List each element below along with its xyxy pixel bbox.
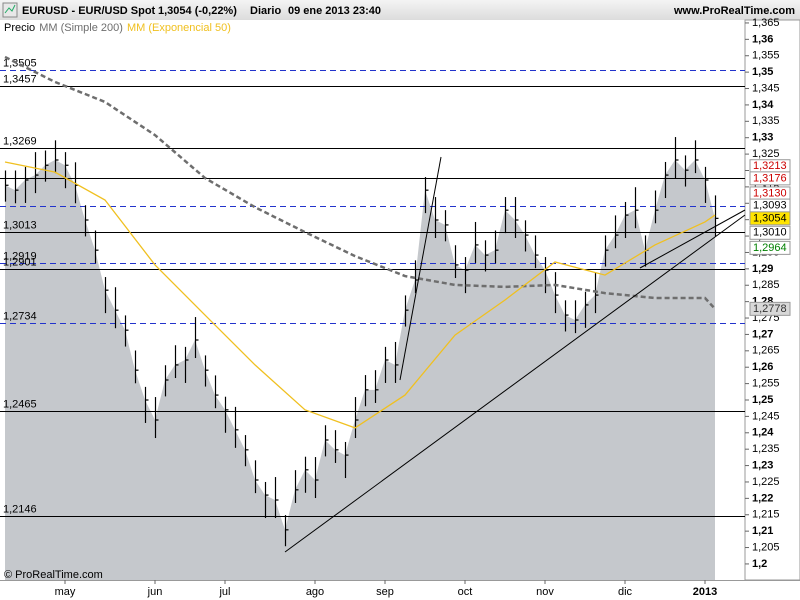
y-tick-label: 1,27 xyxy=(752,328,773,340)
y-tick-label: 1,355 xyxy=(752,50,780,62)
price-box-label: 1,3010 xyxy=(753,227,787,239)
price-box xyxy=(749,211,791,226)
y-tick-label: 1,205 xyxy=(752,541,780,553)
legend-entry: MM (Simple 200) xyxy=(39,22,123,34)
y-tick-label: 1,23 xyxy=(752,459,773,471)
trendline xyxy=(284,214,746,553)
level-label: 1,2901 xyxy=(3,256,37,268)
menu-icon[interactable] xyxy=(2,2,18,18)
legend-price: Precio xyxy=(4,22,35,34)
level-label: 1,2734 xyxy=(3,310,37,322)
y-tick-label: 1,325 xyxy=(752,148,780,160)
datetime: 09 ene 2013 23:40 xyxy=(288,5,381,17)
y-tick-label: 1,345 xyxy=(752,82,780,94)
price-box xyxy=(749,225,791,240)
price-box-label: 1,2778 xyxy=(753,303,787,315)
price-box xyxy=(749,171,791,186)
y-tick-label: 1,235 xyxy=(752,443,780,455)
y-tick-label: 1,335 xyxy=(752,115,780,127)
plot-area: 1,35051,34571,32691,30131,29191,29011,27… xyxy=(0,55,745,580)
overlay: may jun jul ago sep oct nov dic 2013 1,2 1,205 1,21… xyxy=(55,17,791,598)
x-tick-label: ago xyxy=(306,586,324,598)
y-tick-label: 1,265 xyxy=(752,345,780,357)
price-box xyxy=(749,240,791,255)
period: Diario xyxy=(250,5,281,17)
legend-entry: MM (Exponencial 50) xyxy=(127,22,231,34)
trendline xyxy=(639,209,746,269)
y-tick-label: 1,255 xyxy=(752,378,780,390)
y-tick-label: 1,225 xyxy=(752,476,780,488)
y-tick-label: 1,215 xyxy=(752,509,780,521)
price-box-label: 1,3130 xyxy=(753,187,787,199)
icon-glyph xyxy=(4,4,16,14)
header-bar xyxy=(0,0,800,20)
price-box-label: 1,3054 xyxy=(753,212,787,224)
trendline xyxy=(399,156,442,381)
y-tick-label: 1,24 xyxy=(752,427,774,439)
level-label: 1,3013 xyxy=(3,219,37,231)
trendlines xyxy=(284,156,746,553)
copyright: © ProRealTime.com xyxy=(4,569,103,581)
price-box-label: 1,3213 xyxy=(753,160,787,172)
x-tick-label: 2013 xyxy=(693,586,717,598)
y-tick-label: 1,35 xyxy=(752,66,773,78)
y-tick-label: 1,29 xyxy=(752,263,773,275)
level-label: 1,2919 xyxy=(3,250,37,262)
price-box-label: 1,2964 xyxy=(753,242,787,254)
x-tick-label: dic xyxy=(618,586,633,598)
x-tick-label: jul xyxy=(218,586,230,598)
level-label: 1,2465 xyxy=(3,398,37,410)
y-tick-label: 1,34 xyxy=(752,99,774,111)
y-tick-label: 1,2 xyxy=(752,558,767,570)
x-tick-label: sep xyxy=(376,586,394,598)
price-box xyxy=(749,301,791,316)
y-tick-label: 1,25 xyxy=(752,394,773,406)
last-price: 1,3054 (-0,22%) xyxy=(158,5,237,17)
level-label: 1,3269 xyxy=(3,135,37,147)
y-tick-label: 1,26 xyxy=(752,361,773,373)
price-box-label: 1,3093 xyxy=(753,199,787,211)
x-tick-label: may xyxy=(55,586,76,598)
y-tick-label: 1,285 xyxy=(752,279,780,291)
y-tick-label: 1,33 xyxy=(752,132,773,144)
y-tick-label: 1,22 xyxy=(752,492,773,504)
y-tick-label: 1,21 xyxy=(752,525,773,537)
y-tick-label: 1,245 xyxy=(752,410,780,422)
price-area xyxy=(5,160,715,580)
instrument-title: EURUSD - EUR/USD Spot xyxy=(22,5,156,17)
x-tick-label: jun xyxy=(147,586,163,598)
moving-average xyxy=(4,161,716,429)
x-tick-label: oct xyxy=(458,586,473,598)
x-tick-label: nov xyxy=(536,586,554,598)
y-tick-label: 1,365 xyxy=(752,17,780,29)
level-label: 1,3457 xyxy=(3,73,37,85)
source: www.ProRealTime.com xyxy=(673,5,795,17)
y-tick-label: 1,36 xyxy=(752,33,773,45)
level-label: 1,2146 xyxy=(3,503,37,515)
moving-average xyxy=(4,55,716,310)
price-box-label: 1,3176 xyxy=(753,172,787,184)
